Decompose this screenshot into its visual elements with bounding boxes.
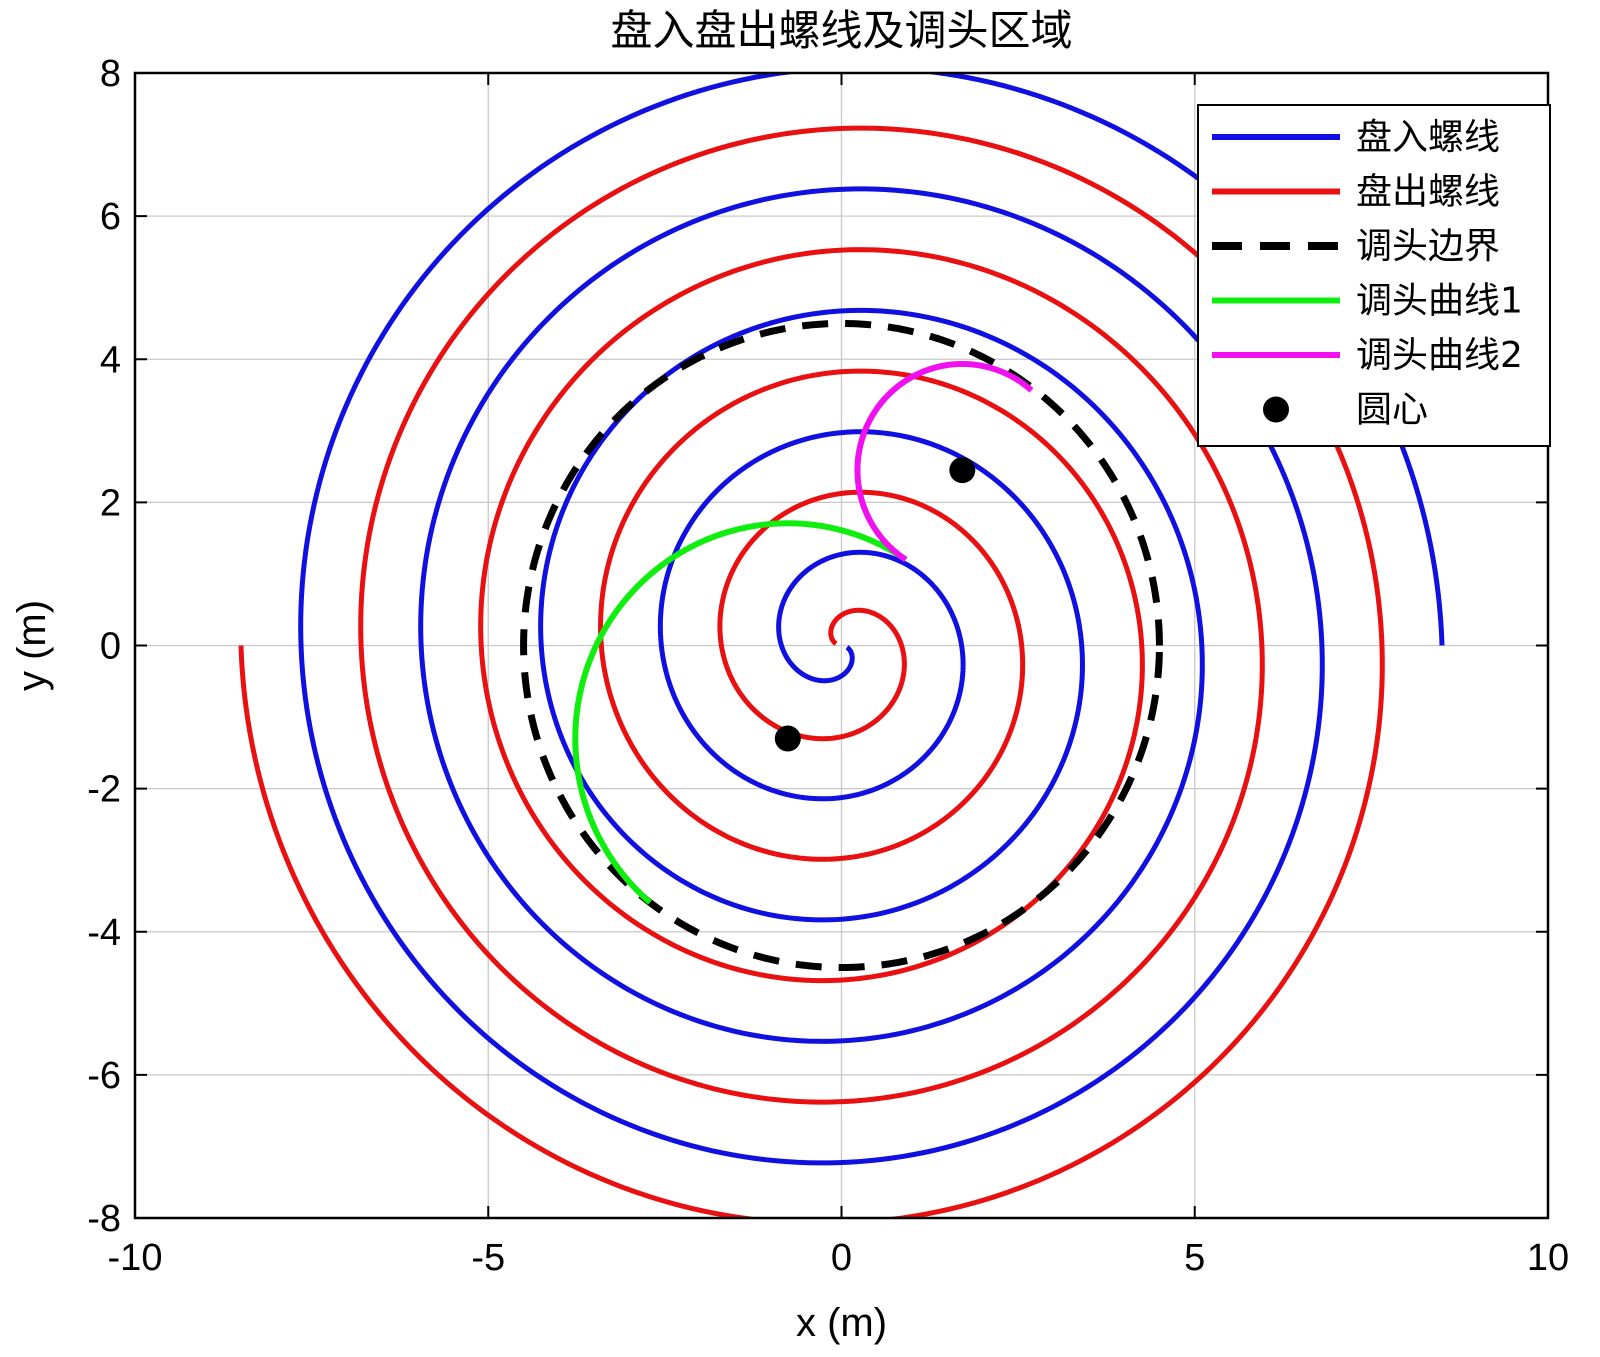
x-tick-label: 5 xyxy=(1184,1237,1205,1279)
y-tick-label: -6 xyxy=(87,1055,121,1097)
y-tick-label: 0 xyxy=(100,626,121,668)
x-tick-label: -5 xyxy=(471,1237,505,1279)
series-layer xyxy=(238,73,1445,1218)
ticks: -10 -5 0 5 10 -8 -6 -4 -2 0 2 4 6 8 xyxy=(87,53,1569,1279)
y-tick-label: 6 xyxy=(100,196,121,238)
y-tick-label: 8 xyxy=(100,53,121,95)
legend-marker xyxy=(1263,396,1289,423)
center-point xyxy=(774,725,801,752)
series-arc xyxy=(572,520,908,905)
center-point xyxy=(949,457,976,484)
y-tick-label: 4 xyxy=(100,339,121,381)
legend-box xyxy=(1197,104,1551,447)
legend-label: 调头边界 xyxy=(1356,226,1500,267)
y-axis-title: y (m) xyxy=(10,600,54,691)
legend-label: 调头曲线2 xyxy=(1356,335,1523,376)
legend-label: 圆心 xyxy=(1356,390,1428,431)
y-tick-label: 2 xyxy=(100,482,121,524)
legend-label: 盘出螺线 xyxy=(1356,172,1500,213)
legend-label: 盘入螺线 xyxy=(1356,117,1500,158)
legend-label: 调头曲线1 xyxy=(1356,281,1523,322)
series-line xyxy=(298,73,1445,1166)
chart-title: 盘入盘出螺线及调头区域 xyxy=(610,6,1072,55)
series-arc xyxy=(854,360,1034,563)
x-tick-label: -10 xyxy=(108,1237,163,1279)
y-tick-label: -8 xyxy=(87,1198,121,1240)
y-tick-label: -2 xyxy=(87,769,121,811)
x-tick-label: 10 xyxy=(1527,1237,1569,1279)
series-line xyxy=(238,125,1385,1218)
y-tick-label: -4 xyxy=(87,912,121,954)
x-tick-label: 0 xyxy=(831,1237,852,1279)
series-line-dashed xyxy=(520,319,1163,972)
x-axis-title: x (m) xyxy=(796,1301,887,1345)
